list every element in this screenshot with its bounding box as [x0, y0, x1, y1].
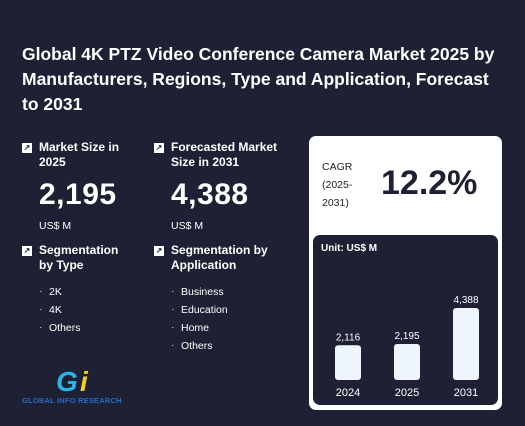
- logo-text: GLOBAL INFO RESEARCH: [22, 396, 122, 405]
- market-size-label: Market Size in 2025: [39, 140, 120, 169]
- cagr-card: CAGR (2025- 2031) 12.2% Unit: US$ M 2,11…: [309, 136, 502, 410]
- x-tick-2031: 2031: [454, 387, 478, 399]
- list-item: 2K: [39, 282, 134, 301]
- chart-unit-label: Unit: US$ M: [321, 243, 378, 254]
- list-item: Home: [171, 318, 276, 337]
- list-item: Education: [171, 300, 276, 319]
- bar-2025: [394, 343, 420, 380]
- arrow-icon: ↗: [22, 143, 32, 153]
- list-item: 4K: [39, 300, 134, 319]
- bar-2024: [335, 345, 361, 380]
- arrow-icon: ↗: [154, 143, 164, 153]
- list-item: Others: [39, 318, 134, 337]
- logo-g-icon: G: [56, 366, 78, 397]
- data-label-2025: 2,195: [394, 331, 419, 342]
- market-size-value: 2,195: [39, 178, 117, 211]
- forecast-stat: ↗ Forecasted Market Size in 2031 4,388 U…: [154, 140, 296, 232]
- x-tick-2025: 2025: [395, 387, 419, 399]
- segmentation-application-label: Segmentation by Application: [171, 243, 268, 272]
- forecast-unit: US$ M: [171, 220, 204, 232]
- market-size-unit: US$ M: [39, 220, 72, 232]
- bar-chart: Unit: US$ M 2,116 2024 2,195 2025 4,388 2031: [313, 235, 498, 405]
- logo: G i GLOBAL INFO RESEARCH: [22, 366, 132, 410]
- arrow-icon: ↗: [154, 246, 164, 256]
- arrow-icon: ↗: [22, 246, 32, 256]
- forecast-value: 4,388: [171, 178, 249, 211]
- market-size-stat: ↗ Market Size in 2025 2,195 US$ M: [22, 140, 134, 232]
- page-title: Global 4K PTZ Video Conference Camera Ma…: [22, 44, 495, 114]
- x-tick-2024: 2024: [336, 387, 360, 399]
- bar-2031: [453, 308, 479, 380]
- segmentation-application: ↗ Segmentation by Application Business E…: [154, 243, 276, 355]
- list-item: Others: [171, 336, 276, 355]
- cagr-value: 12.2%: [381, 164, 478, 202]
- data-label-2031: 4,388: [453, 295, 478, 306]
- list-item: Business: [171, 282, 276, 301]
- cagr-label: CAGR (2025- 2031): [322, 161, 353, 209]
- logo-i-icon: i: [80, 366, 88, 397]
- data-label-2024: 2,116: [336, 332, 361, 343]
- bar-chart-svg: 2,116 2024 2,195 2025 4,388 2031: [335, 295, 479, 399]
- forecast-label: Forecasted Market Size in 2031: [171, 140, 278, 169]
- segmentation-type-label: Segmentation by Type: [39, 243, 119, 272]
- segmentation-type: ↗ Segmentation by Type 2K 4K Others: [22, 243, 134, 337]
